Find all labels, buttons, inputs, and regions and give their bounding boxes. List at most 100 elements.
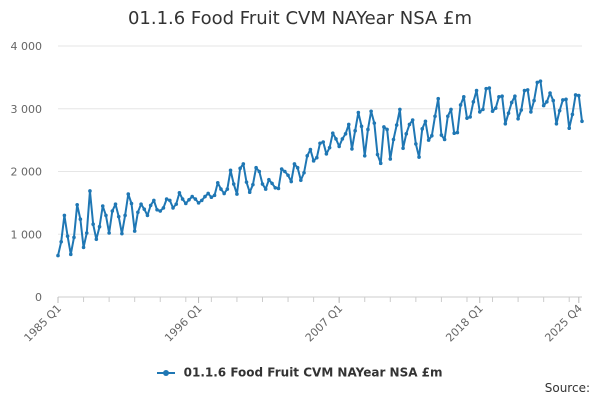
data-point [247,190,252,195]
y-axis: 0 1 000 2 000 3 000 4 000 [11,40,43,304]
data-point [116,214,121,219]
data-point [196,201,201,205]
data-point [75,202,79,207]
data-point [337,144,341,149]
data-point [391,137,396,142]
data-point [535,80,540,85]
data-point [241,162,246,166]
legend[interactable]: 01.1.6 Food Fruit CVM NAYear NSA £m [0,365,600,380]
data-point [254,165,258,170]
y-tick-label: 3 000 [11,103,43,116]
data-point [407,122,412,127]
x-tick-label: 1985 Q1 [22,302,65,345]
data-point [171,206,175,210]
y-tick-label: 1 000 [11,228,43,241]
data-point [219,187,223,191]
data-point [283,169,287,174]
data-point [62,213,67,218]
data-point [404,132,409,136]
data-point [164,197,169,201]
data-point [580,119,584,124]
data-point [567,126,572,130]
data-point [136,210,140,215]
data-point [276,186,281,191]
data-point [353,128,357,133]
data-point [490,109,495,114]
data-point [299,178,303,183]
data-point [161,206,166,210]
data-point [302,170,306,175]
data-point [401,146,405,151]
data-point [375,152,380,157]
data-point [148,203,153,208]
data-point [564,97,568,102]
data-point [340,137,345,141]
y-tick-label: 4 000 [11,40,43,53]
data-point [244,180,249,184]
data-point [110,209,115,213]
data-point [126,192,131,196]
data-point [222,191,226,196]
data-point [267,177,271,182]
data-point [372,121,377,125]
data-point [350,147,354,151]
data-point [56,253,60,258]
data-point [570,112,575,117]
data-point [439,133,444,137]
chart-title: 01.1.6 Food Fruit CVM NAYear NSA £m [127,8,473,29]
data-point [394,123,399,127]
data-point [410,118,415,122]
data-point [426,138,431,142]
data-point [72,235,76,240]
data-point [145,213,150,218]
data-point [414,142,418,146]
data-point [327,145,332,150]
data-point [525,88,530,92]
data-point [452,131,457,136]
data-point [199,198,204,203]
data-point [203,194,207,199]
data-point [551,98,556,103]
data-point [152,198,156,203]
data-point [321,140,326,144]
data-point [561,98,565,102]
data-point [557,108,562,113]
data-point [436,96,441,101]
data-point [449,107,453,112]
data-point [59,239,63,244]
data-point [359,124,364,129]
series-layer [56,79,584,258]
data-point [215,181,220,185]
data-point [305,154,310,158]
data-point [455,130,460,135]
data-point [458,103,463,107]
data-point [231,182,236,186]
data-point [532,98,536,103]
x-tick-label: 2018 Q1 [443,302,486,345]
x-tick-label: 2007 Q1 [303,302,346,345]
data-point [481,107,485,112]
data-point [187,197,191,202]
data-point [465,116,469,120]
data-point [497,95,501,99]
data-point [81,245,86,250]
data-point [468,115,472,119]
data-point [286,173,290,178]
x-axis: 1985 Q1 1996 Q1 2007 Q1 2018 Q1 2025 Q4 [22,296,585,345]
data-point [398,107,402,112]
data-point [263,187,268,191]
data-point [107,231,111,235]
data-point [366,127,370,132]
data-point [177,191,182,195]
data-point [295,165,300,170]
data-point [538,79,543,83]
data-point [158,209,163,213]
data-point [420,127,425,131]
data-point [184,201,188,206]
data-point [554,122,559,126]
data-point [94,237,99,242]
y-tick-label: 2 000 [11,166,43,179]
data-point [251,182,255,187]
